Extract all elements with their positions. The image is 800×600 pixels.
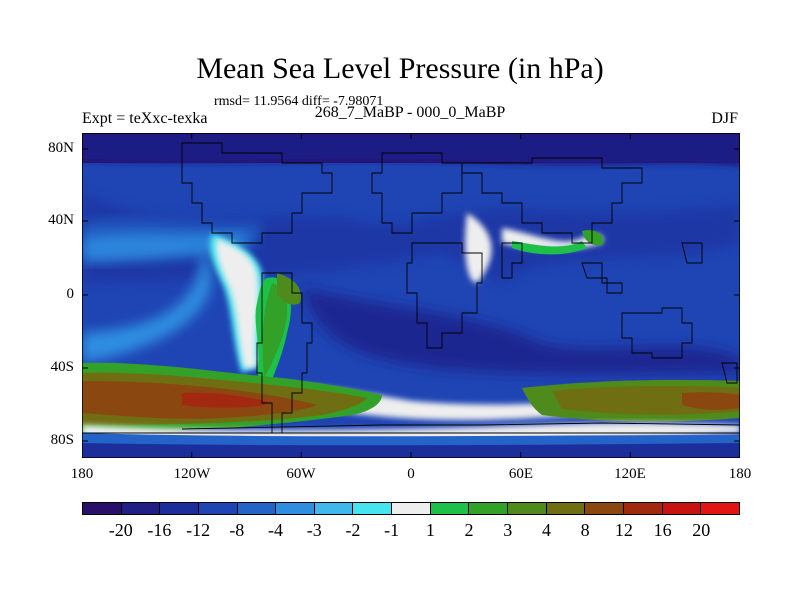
colorbar-label: -16: [147, 520, 172, 540]
period-label: 268_7_MaBP - 000_0_MaBP: [314, 104, 506, 121]
colorbar-swatch: [392, 503, 431, 514]
season-label: DJF: [711, 110, 738, 127]
colorbar-label: -4: [268, 520, 284, 540]
colorbar-label: -1: [384, 520, 400, 540]
x-tick-label: 60W: [286, 466, 316, 482]
colorbar-swatch: [160, 503, 199, 514]
colorbar-swatch: [546, 503, 586, 514]
colorbar: [82, 502, 740, 515]
colorbar-swatch: [198, 503, 238, 514]
x-tick-label: 60E: [508, 466, 534, 482]
x-tick-label: 0: [407, 466, 415, 482]
colorbar-label: -3: [306, 520, 322, 540]
x-tick-label: 180: [728, 466, 752, 482]
y-tick-label: 80N: [48, 140, 74, 156]
stats-label: rmsd= 11.9564 diff= -7.98071: [214, 94, 384, 109]
colorbar-label: 3: [503, 520, 513, 540]
colorbar-swatch: [83, 503, 122, 514]
colorbar-label: 8: [580, 520, 590, 540]
colorbar-swatch: [276, 503, 315, 514]
x-tick-label: 180: [70, 466, 94, 482]
y-tick-label: 40S: [50, 359, 74, 375]
y-tick-label: 0: [66, 286, 75, 302]
colorbar-label: 12: [614, 520, 633, 540]
colorbar-swatch: [508, 503, 547, 514]
colorbar-swatch: [469, 503, 509, 514]
experiment-label: Expt = teXxc-texka: [82, 110, 208, 127]
y-tick-label: 40N: [48, 212, 74, 228]
colorbar-swatch: [701, 503, 739, 514]
y-tick-label: 80S: [50, 432, 74, 448]
colorbar-label: -8: [229, 520, 245, 540]
colorbar-label: 2: [464, 520, 474, 540]
colorbar-swatch: [430, 503, 470, 514]
colorbar-label: -20: [108, 520, 133, 540]
pressure-map: [82, 133, 740, 458]
x-tick-label: 120E: [614, 466, 646, 482]
colorbar-swatch: [662, 503, 702, 514]
colorbar-swatch: [121, 503, 161, 514]
colorbar-label: 16: [653, 520, 672, 540]
colorbar-label: -12: [186, 520, 211, 540]
colorbar-label: -2: [345, 520, 361, 540]
colorbar-label: 1: [425, 520, 435, 540]
colorbar-swatch: [314, 503, 354, 514]
chart-title: Mean Sea Level Pressure (in hPa): [196, 52, 604, 85]
colorbar-swatch: [237, 503, 277, 514]
colorbar-label: 4: [541, 520, 551, 540]
colorbar-swatch: [623, 503, 663, 514]
x-tick-label: 120W: [173, 466, 211, 482]
colorbar-swatch: [585, 503, 624, 514]
colorbar-swatch: [353, 503, 393, 514]
colorbar-label: 20: [692, 520, 711, 540]
